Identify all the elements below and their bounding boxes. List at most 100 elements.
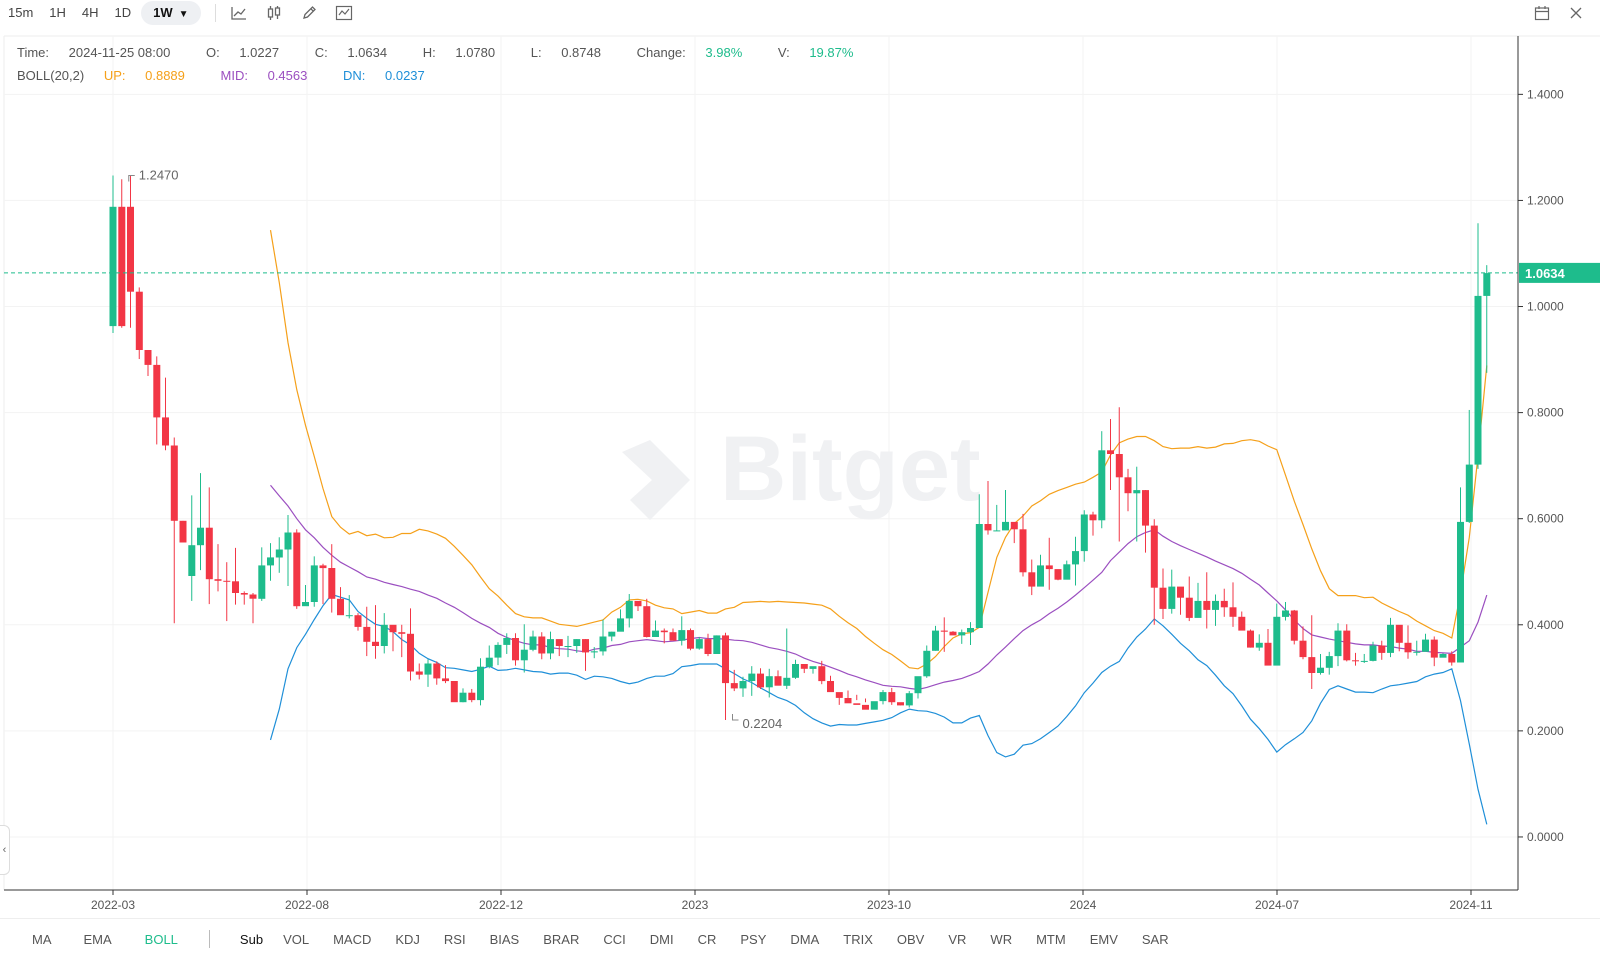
sub-indicator-sar[interactable]: SAR — [1141, 931, 1169, 947]
high-value: 1.0780 — [455, 45, 496, 60]
candle-body — [1343, 630, 1351, 661]
sub-indicator-vr[interactable]: VR — [948, 931, 967, 947]
sub-indicator-cr[interactable]: CR — [697, 931, 717, 947]
sub-indicator-emv[interactable]: EMV — [1089, 931, 1118, 947]
sub-indicator-trix[interactable]: TRIX — [843, 931, 873, 947]
sub-indicator-psy[interactable]: PSY — [740, 931, 767, 947]
collapse-handle[interactable]: ‹ — [0, 825, 10, 875]
sub-indicator-rsi[interactable]: RSI — [443, 931, 466, 947]
sub-indicator-brar[interactable]: BRAR — [543, 931, 580, 947]
candle-body — [1220, 600, 1228, 608]
candle — [1290, 609, 1298, 645]
annotation-arrow — [732, 714, 739, 721]
candle-body — [984, 524, 992, 531]
candle — [835, 692, 843, 705]
candle — [1255, 634, 1263, 651]
candle — [765, 668, 773, 698]
time-label: Time: — [17, 45, 50, 60]
candle — [1080, 510, 1088, 562]
candle — [1168, 569, 1176, 614]
x-tick-label: 2024-11 — [1449, 898, 1492, 912]
volume-info: V: 19.87% — [778, 45, 870, 60]
sub-indicator-vol[interactable]: VOL — [283, 931, 310, 947]
candle-body — [897, 702, 904, 706]
timeframe-1h[interactable]: 1H — [49, 5, 66, 20]
sub-indicator-mtm[interactable]: MTM — [1036, 931, 1066, 947]
candle — [1404, 625, 1412, 659]
candle — [529, 630, 537, 652]
timeframe-dropdown[interactable]: 1W ▼ — [141, 1, 201, 25]
candle — [258, 547, 266, 601]
candle-body — [214, 579, 222, 581]
candle-body — [1308, 657, 1316, 673]
calendar-icon[interactable] — [1532, 3, 1552, 23]
candle — [984, 481, 992, 535]
indicator-boll[interactable]: BOLL — [144, 931, 178, 947]
pencil-icon[interactable] — [298, 2, 320, 24]
x-tick-label: 2024 — [1070, 898, 1097, 912]
candle-body — [442, 678, 449, 682]
candle-body — [1194, 600, 1202, 618]
line-chart-icon[interactable] — [228, 2, 250, 24]
candle-body — [923, 650, 931, 677]
indicator-ma[interactable]: MA — [32, 931, 52, 947]
sub-indicator-kdj[interactable]: KDJ — [395, 931, 420, 947]
candlestick-icon[interactable] — [263, 2, 285, 24]
open-info: O: 1.0227 — [206, 45, 295, 60]
candle-body — [267, 557, 274, 566]
timeframe-15m[interactable]: 15m — [8, 5, 34, 20]
change-value: 3.98% — [705, 45, 743, 60]
candle-body — [1299, 640, 1307, 658]
candle — [538, 632, 546, 660]
candle — [1483, 265, 1491, 373]
candle-body — [1448, 654, 1456, 663]
candle-body — [914, 676, 922, 694]
candle-body — [188, 545, 196, 576]
timeframe-4h[interactable]: 4H — [81, 5, 99, 20]
sub-indicator-wr[interactable]: WR — [990, 931, 1013, 947]
candle — [800, 664, 808, 674]
candle — [932, 625, 939, 651]
candle — [993, 504, 1001, 532]
candle-body — [1360, 660, 1368, 662]
candle — [1282, 601, 1289, 621]
candle — [1107, 418, 1114, 491]
candle — [940, 617, 948, 652]
sub-indicator-dma[interactable]: DMA — [790, 931, 820, 947]
sub-indicator-dmi[interactable]: DMI — [649, 931, 674, 947]
candle-body — [1124, 477, 1132, 494]
sub-indicator-bias[interactable]: BIAS — [489, 931, 520, 947]
sub-indicator-obv[interactable]: OBV — [896, 931, 925, 947]
candle — [730, 669, 738, 692]
y-tick-label: 0.0000 — [1527, 830, 1564, 844]
sub-indicator-macd[interactable]: MACD — [333, 931, 372, 947]
candle-body — [704, 639, 712, 654]
watermark-text: Bitget — [720, 418, 981, 520]
candle-body — [354, 615, 362, 627]
candle-body — [1430, 639, 1438, 658]
current-price-badge — [1519, 262, 1600, 283]
caret-down-icon: ▼ — [178, 9, 189, 20]
candle-body — [328, 568, 336, 599]
candle-body — [555, 639, 563, 646]
boll-mid-info: MID: 0.4563 — [221, 68, 324, 83]
candle-body — [1369, 645, 1377, 661]
timeframe-1d[interactable]: 1D — [114, 5, 132, 20]
change-info: Change: 3.98% — [637, 45, 759, 60]
candle — [879, 690, 887, 705]
close-icon[interactable] — [1566, 3, 1586, 23]
sub-indicator-cci[interactable]: CCI — [603, 931, 626, 947]
candle — [923, 645, 931, 678]
candle-body — [135, 291, 143, 350]
candle-body — [494, 644, 502, 658]
candle-body — [660, 630, 668, 633]
candle — [1343, 624, 1351, 662]
candle-body — [258, 565, 266, 599]
candle-body — [1474, 295, 1482, 465]
indicator-ema[interactable]: EMA — [83, 931, 112, 947]
indicator-icon[interactable] — [333, 2, 355, 24]
candle-body — [722, 635, 729, 684]
boll-up-info: UP: 0.8889 — [104, 68, 201, 83]
candle-body — [818, 666, 826, 682]
